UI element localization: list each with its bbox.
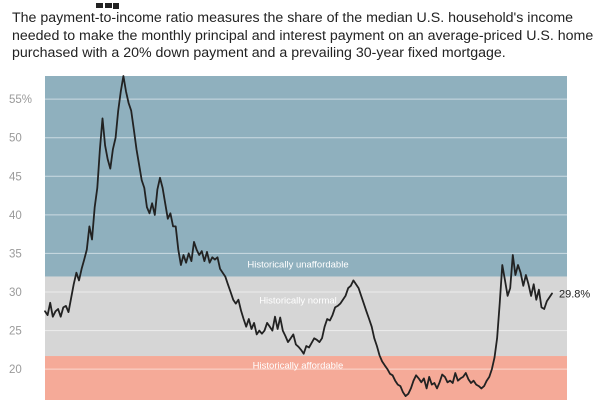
band-label: Historically affordable	[253, 360, 344, 371]
y-tick-label: 55%	[9, 94, 32, 106]
title-glyph	[105, 3, 112, 8]
y-tick-label: 35	[9, 248, 22, 260]
series-line	[44, 75, 553, 397]
chart-description: The payment-to-income ratio measures the…	[12, 10, 594, 62]
y-tick-label: 30	[9, 287, 22, 299]
band-label: Historically unaffordable	[247, 259, 348, 270]
y-tick-label: 20	[9, 364, 22, 376]
band-label: Historically normal	[259, 296, 337, 307]
y-tick-label: 25	[9, 326, 22, 338]
clipped-title-glyphs	[96, 3, 119, 9]
band-2	[45, 356, 567, 400]
clipped-title-strip	[0, 0, 600, 10]
y-tick-label: 45	[9, 171, 22, 183]
band-1	[45, 276, 567, 357]
y-tick-label: 50	[9, 133, 22, 145]
end-value-label: 29.8%	[559, 289, 590, 301]
title-glyph	[96, 3, 103, 8]
y-tick-label: 40	[9, 210, 22, 222]
title-glyph	[113, 3, 119, 9]
